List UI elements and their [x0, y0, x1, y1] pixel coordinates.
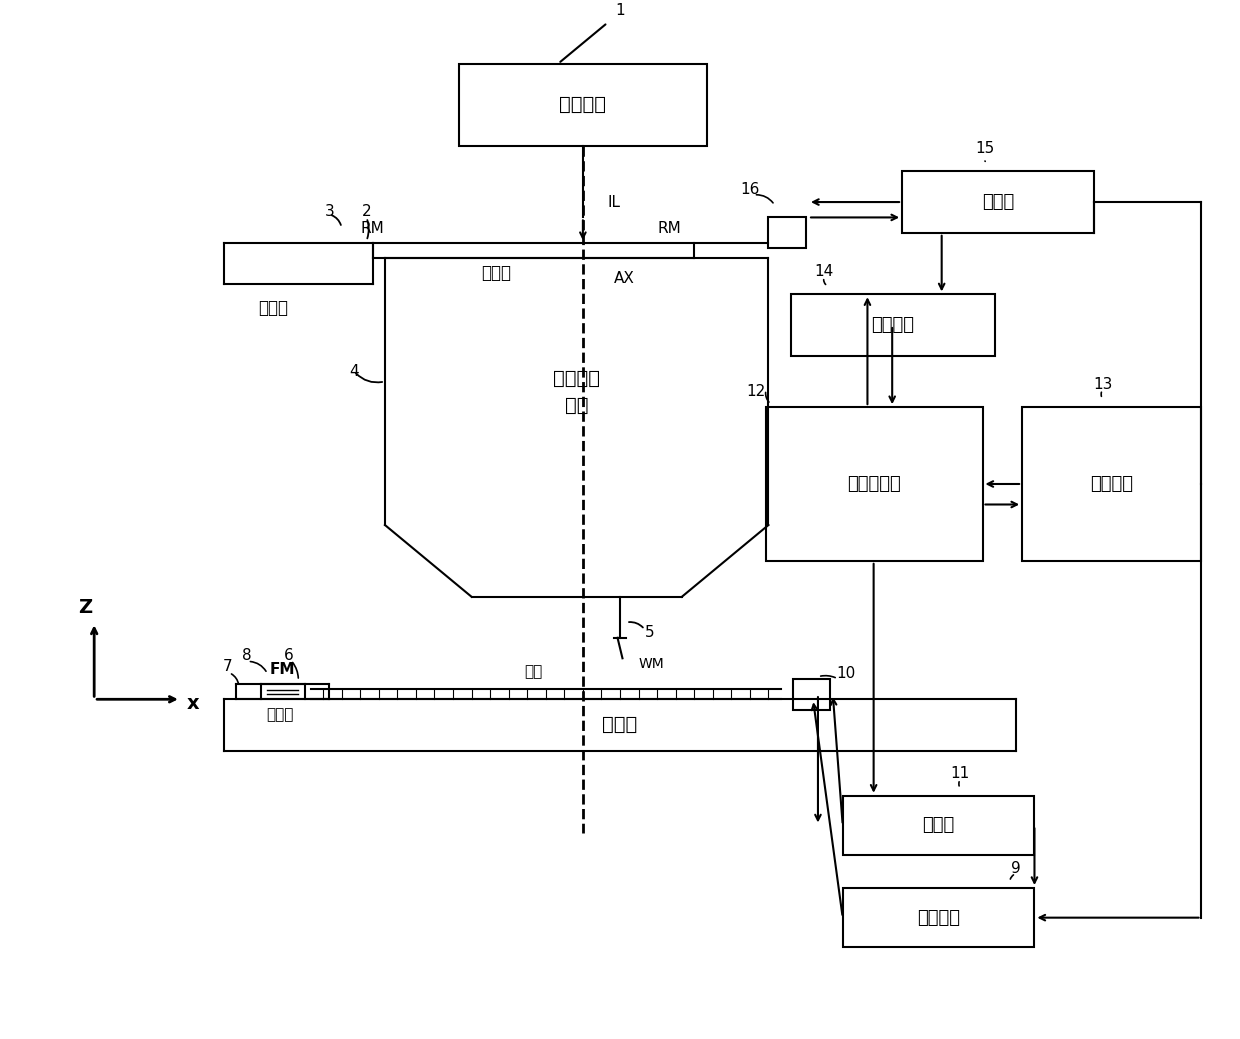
FancyBboxPatch shape — [459, 63, 707, 145]
Text: 6: 6 — [284, 648, 294, 664]
Text: 5: 5 — [645, 625, 655, 640]
Text: 2: 2 — [362, 205, 371, 219]
FancyBboxPatch shape — [769, 217, 806, 248]
FancyBboxPatch shape — [766, 407, 982, 561]
Text: 干涉仪: 干涉仪 — [982, 193, 1014, 211]
Text: RM: RM — [657, 221, 681, 236]
Text: 9: 9 — [1011, 860, 1021, 876]
FancyBboxPatch shape — [1022, 407, 1202, 561]
Text: WM: WM — [639, 657, 663, 670]
Text: 1: 1 — [615, 2, 625, 18]
Text: 硅片: 硅片 — [525, 664, 543, 678]
Text: 主控制系统: 主控制系统 — [847, 475, 901, 492]
Text: 掩模版: 掩模版 — [481, 264, 511, 282]
Text: 4: 4 — [350, 364, 358, 379]
Text: 驱动系统: 驱动系统 — [918, 909, 960, 927]
Text: 投影光学
系统: 投影光学 系统 — [553, 369, 600, 415]
Text: 掩模台: 掩模台 — [259, 299, 289, 318]
Text: 伺服系统: 伺服系统 — [1090, 475, 1133, 492]
FancyBboxPatch shape — [843, 796, 1034, 855]
Text: AX: AX — [614, 271, 635, 287]
Text: FM: FM — [269, 662, 295, 676]
Text: 7: 7 — [223, 659, 233, 673]
Text: 硅片台: 硅片台 — [603, 716, 637, 735]
Text: 12: 12 — [746, 384, 766, 399]
Text: 11: 11 — [951, 767, 970, 781]
FancyBboxPatch shape — [794, 678, 831, 710]
FancyBboxPatch shape — [901, 171, 1094, 233]
Text: RM: RM — [361, 221, 384, 236]
Text: 14: 14 — [815, 264, 833, 278]
Text: IL: IL — [608, 194, 621, 210]
Text: 8: 8 — [242, 648, 252, 664]
Text: Z: Z — [78, 598, 93, 617]
Text: 15: 15 — [976, 141, 994, 156]
Text: 13: 13 — [1092, 377, 1112, 392]
Text: 驱动系统: 驱动系统 — [872, 316, 914, 335]
Text: 基准板: 基准板 — [267, 708, 294, 722]
Text: 16: 16 — [740, 182, 760, 197]
Text: 照明系统: 照明系统 — [559, 96, 606, 114]
FancyBboxPatch shape — [791, 294, 994, 355]
Text: x: x — [187, 694, 200, 713]
FancyBboxPatch shape — [843, 888, 1034, 948]
Text: 干涉仪: 干涉仪 — [923, 817, 955, 834]
Text: 10: 10 — [837, 666, 856, 681]
Text: 3: 3 — [325, 205, 334, 219]
